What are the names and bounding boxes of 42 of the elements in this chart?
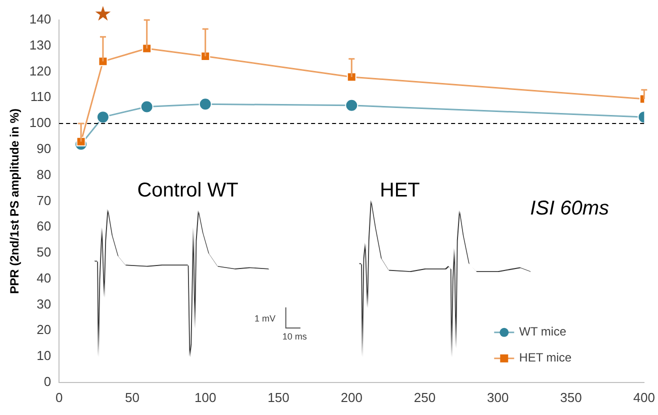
annotation: Control WT	[137, 179, 238, 202]
point	[345, 98, 358, 112]
annotation: ISI 60ms	[530, 198, 610, 220]
point	[76, 136, 86, 146]
y-tick-label: 60	[36, 218, 52, 234]
legend-label: HET mice	[519, 350, 572, 365]
y-tick-label: 80	[36, 166, 52, 182]
point	[346, 72, 356, 82]
y-axis-title: PPR (2nd/1st PS amplitude in %)	[8, 108, 22, 294]
y-tick-label: 90	[36, 141, 52, 156]
point	[142, 44, 152, 54]
x-tick-label: 250	[414, 390, 436, 405]
x-tick-label: 0	[55, 390, 63, 405]
y-tick-label: 10	[36, 348, 52, 364]
annotation: ★	[94, 3, 112, 26]
y-tick-label: 20	[36, 322, 52, 338]
annotation: 10 ms	[282, 332, 308, 342]
x-tick-label: 200	[340, 390, 362, 405]
y-tick-label: 50	[36, 244, 52, 260]
y-tick-label: 140	[29, 12, 52, 27]
legend-label: WT mice	[519, 324, 567, 339]
point	[140, 100, 154, 114]
annotation: 1 mV	[254, 313, 276, 324]
x-tick-label: 100	[194, 390, 216, 405]
y-tick-label: 30	[36, 296, 52, 312]
point	[200, 52, 210, 61]
x-tick-label: 350	[560, 390, 582, 405]
annotation: HET	[380, 179, 420, 202]
y-tick-label: 110	[30, 89, 52, 104]
y-tick-label: 70	[36, 192, 52, 208]
y-tick-label: 0	[44, 374, 52, 389]
y-tick-label: 40	[36, 270, 52, 286]
point	[96, 110, 110, 124]
y-tick-label: 130	[29, 37, 52, 52]
y-tick-label: 100	[29, 115, 52, 130]
x-tick-label: 400	[633, 390, 656, 405]
x-tick-label: 300	[487, 390, 509, 405]
y-tick-label: 120	[29, 63, 52, 78]
x-tick-label: 150	[268, 390, 290, 405]
point	[98, 56, 108, 66]
point	[198, 98, 212, 111]
x-tick-label: 50	[124, 390, 140, 405]
